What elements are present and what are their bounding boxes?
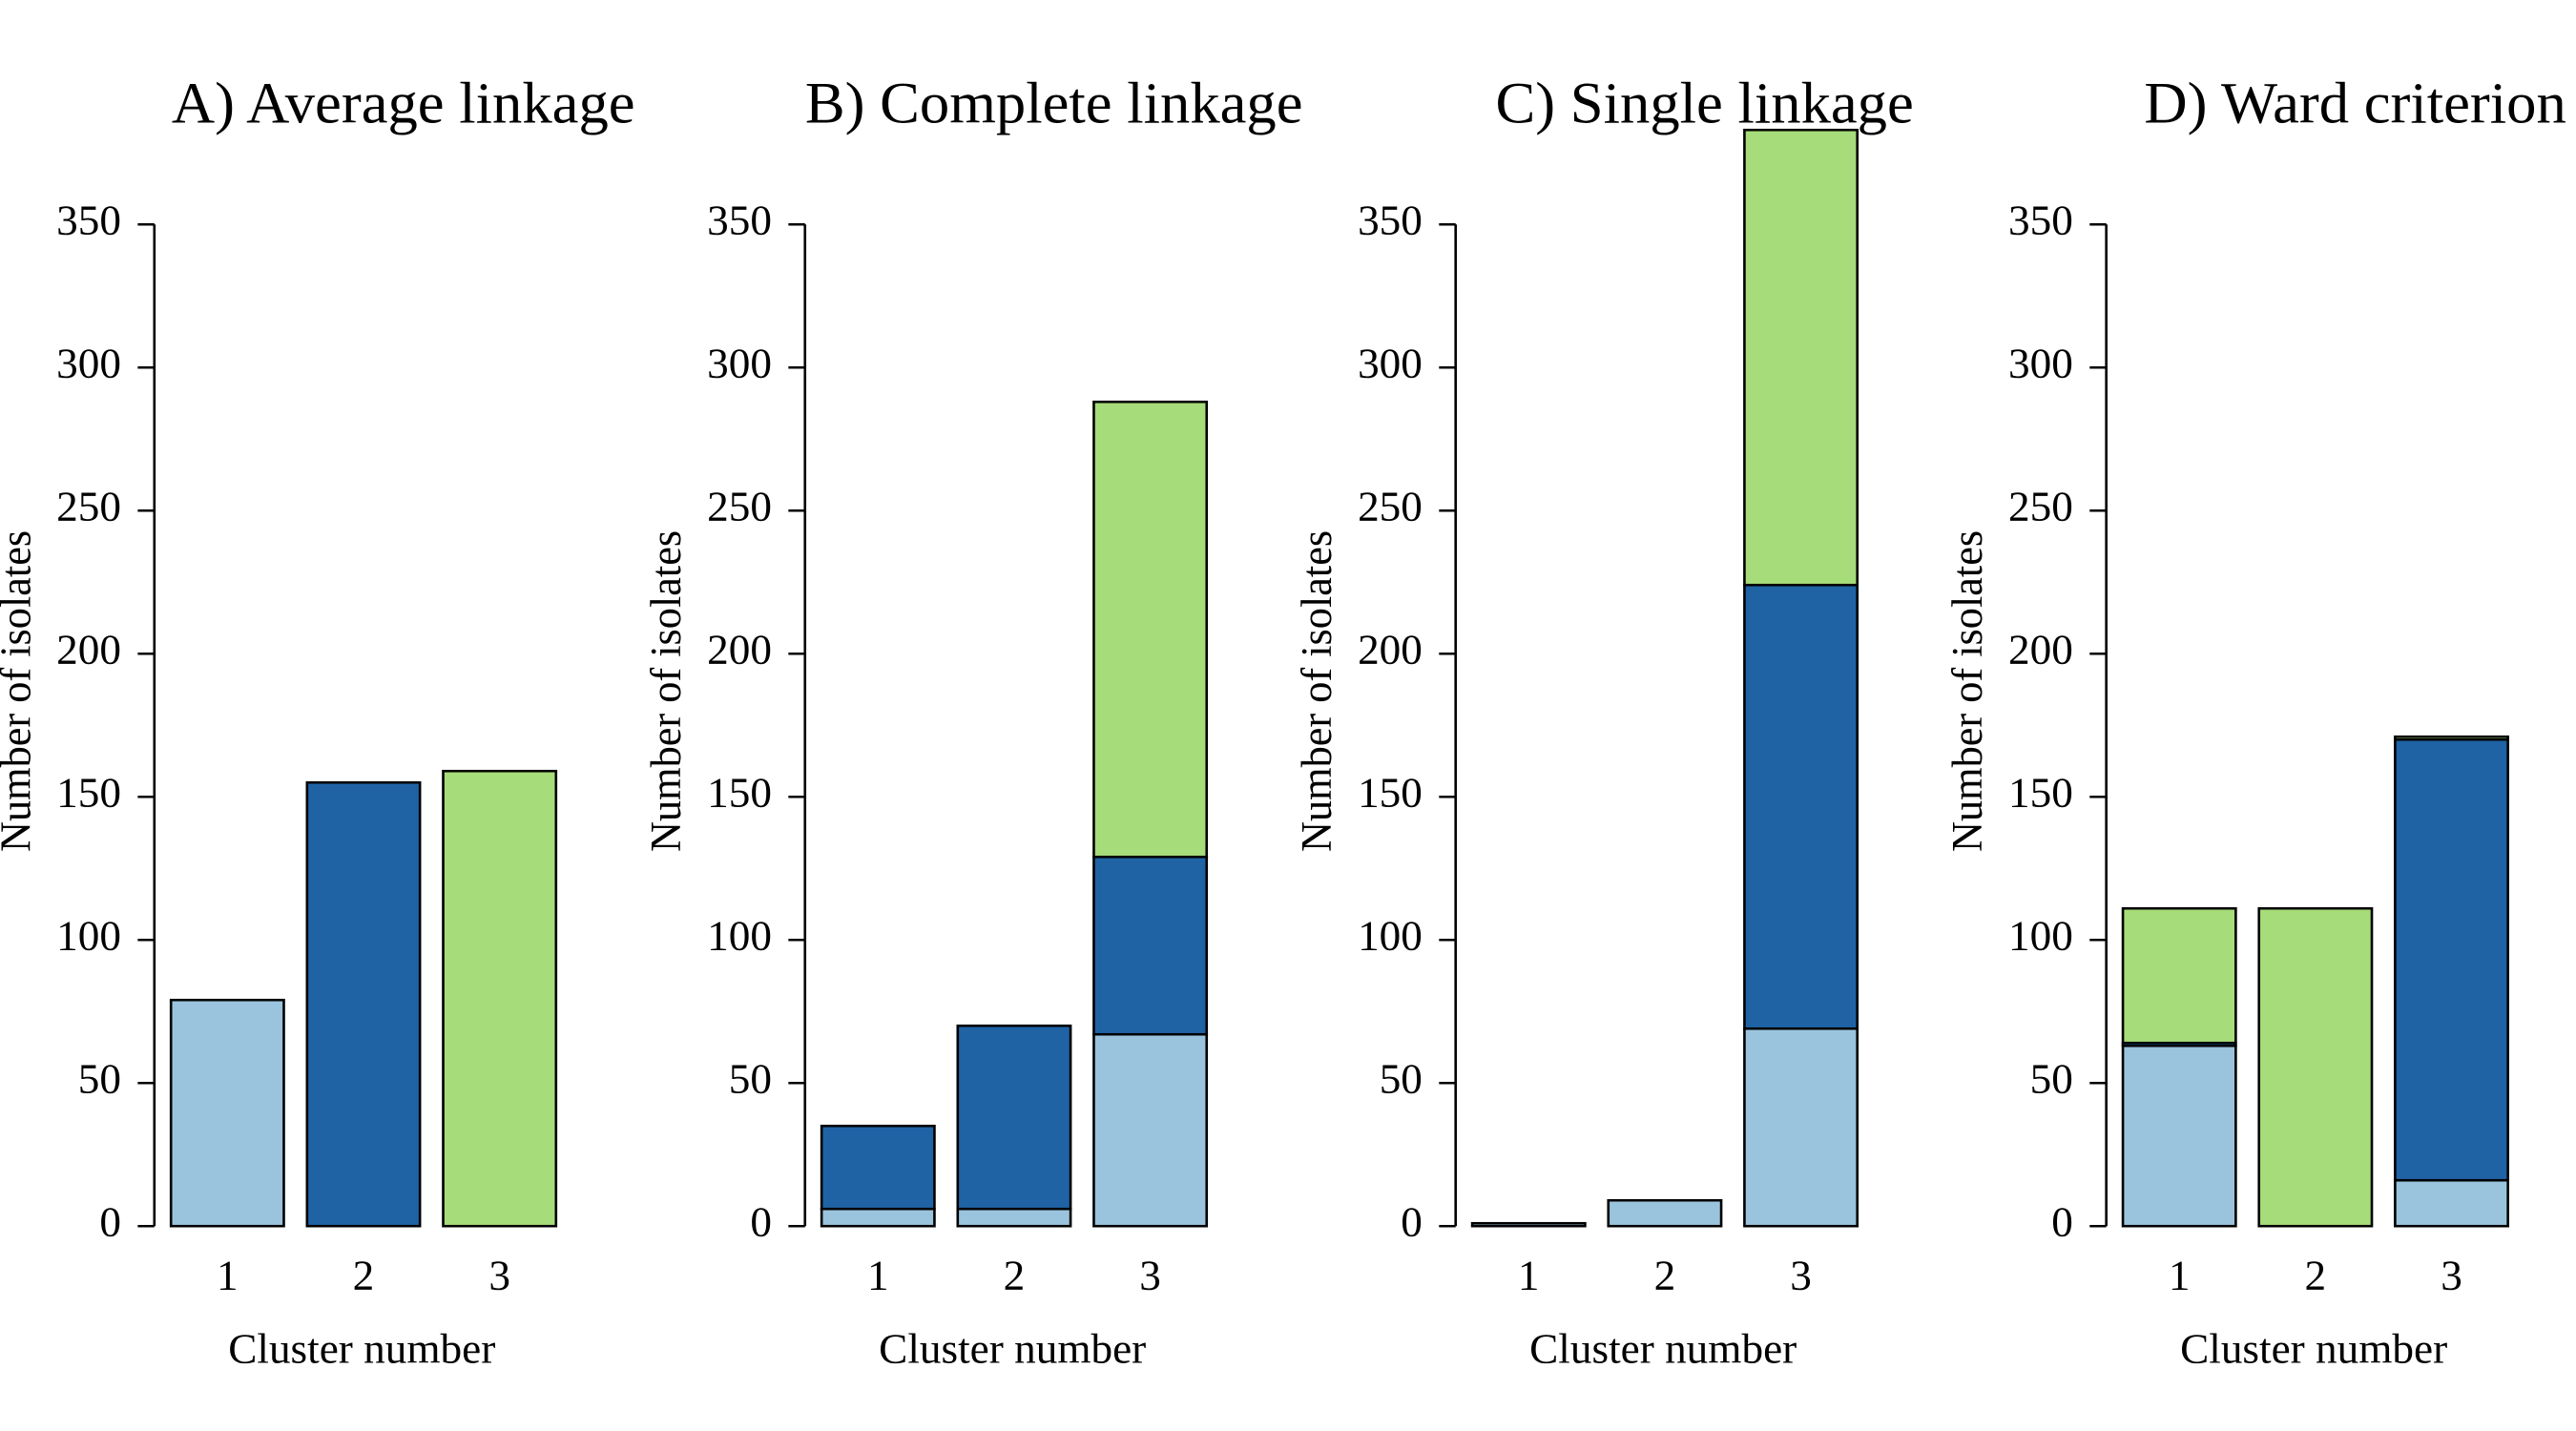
bar-segment xyxy=(1743,1027,1859,1228)
bar-segment xyxy=(2394,1178,2509,1228)
x-axis-label: Cluster number xyxy=(1529,1325,1797,1372)
y-tick-label: 350 xyxy=(56,197,121,243)
x-axis-label: Cluster number xyxy=(879,1325,1146,1372)
bar-segment xyxy=(2394,737,2509,1182)
y-tick-label: 350 xyxy=(1358,197,1423,243)
panel-title: C) Single linkage xyxy=(1496,72,1914,135)
panel-title: B) Complete linkage xyxy=(805,72,1303,135)
y-tick-label: 200 xyxy=(56,626,121,673)
y-tick-label: 350 xyxy=(707,197,772,243)
x-tick-label: 2 xyxy=(2305,1252,2327,1298)
y-axis-label: Number of isolates xyxy=(1293,530,1341,852)
y-tick-label: 300 xyxy=(56,340,121,386)
bar-segment xyxy=(820,1124,936,1211)
x-tick-label: 2 xyxy=(353,1252,375,1298)
bar-segment xyxy=(442,769,558,1228)
bar-segment xyxy=(2394,735,2509,741)
y-tick-label: 250 xyxy=(2008,483,2073,529)
y-tick-label: 100 xyxy=(2008,912,2073,959)
y-tick-label: 350 xyxy=(2008,197,2073,243)
bar-segment xyxy=(1607,1198,1723,1228)
y-tick-label: 50 xyxy=(2030,1055,2073,1102)
bar-segment xyxy=(169,998,285,1228)
x-tick-label: 2 xyxy=(1004,1252,1026,1298)
x-axis-label: Cluster number xyxy=(2180,1325,2447,1372)
y-tick-label: 50 xyxy=(1380,1055,1423,1102)
y-tick-label: 250 xyxy=(707,483,772,529)
panel: C) Single linkage 0 50 100 150 200 250 300 350 Nu… xyxy=(1293,72,1914,1372)
y-tick-label: 300 xyxy=(2008,340,2073,386)
y-tick-label: 250 xyxy=(1358,483,1423,529)
y-tick-label: 100 xyxy=(1358,912,1423,959)
x-axis-label: Cluster number xyxy=(228,1325,495,1372)
bar-segment xyxy=(1092,400,1209,859)
bar-segment xyxy=(2121,1044,2237,1228)
y-tick-label: 200 xyxy=(1358,626,1423,673)
y-tick-label: 300 xyxy=(707,340,772,386)
bar-segment xyxy=(305,780,422,1228)
bar-segment xyxy=(956,1024,1072,1211)
y-tick-label: 0 xyxy=(2051,1198,2073,1245)
panel-title: D) Ward criterion xyxy=(2144,72,2566,135)
y-tick-label: 0 xyxy=(1401,1198,1423,1245)
y-tick-label: 0 xyxy=(750,1198,772,1245)
panel: D) Ward criterion 0 50 100 150 200 250 300 350 Nu… xyxy=(1943,72,2566,1372)
y-tick-label: 200 xyxy=(2008,626,2073,673)
y-axis-label: Number of isolates xyxy=(642,530,691,852)
x-tick-label: 1 xyxy=(867,1252,889,1298)
panel: B) Complete linkage 0 50 100 150 200 250 300 350… xyxy=(642,72,1303,1372)
y-tick-label: 150 xyxy=(1358,769,1423,816)
x-tick-label: 1 xyxy=(2169,1252,2191,1298)
y-tick-label: 100 xyxy=(56,912,121,959)
y-axis-label: Number of isolates xyxy=(0,530,39,852)
bar-segment xyxy=(1092,855,1209,1036)
x-tick-label: 3 xyxy=(488,1252,510,1298)
y-tick-label: 200 xyxy=(707,626,772,673)
y-tick-label: 100 xyxy=(707,912,772,959)
y-tick-label: 0 xyxy=(99,1198,121,1245)
bar-segment xyxy=(1743,128,1859,587)
bar-segment xyxy=(1092,1032,1209,1228)
panel: A) Average linkage 0 50 100 150 200 250 300 350 N… xyxy=(0,72,635,1372)
y-tick-label: 150 xyxy=(2008,769,2073,816)
y-tick-label: 300 xyxy=(1358,340,1423,386)
x-tick-label: 1 xyxy=(217,1252,239,1298)
y-tick-label: 150 xyxy=(707,769,772,816)
bar-segment xyxy=(1470,1221,1587,1228)
bar-segment xyxy=(2257,906,2374,1228)
panel-title: A) Average linkage xyxy=(172,72,635,135)
bar-segment xyxy=(956,1207,1072,1228)
x-tick-label: 3 xyxy=(2441,1252,2462,1298)
bar-segment xyxy=(2121,906,2237,1045)
x-tick-label: 1 xyxy=(1518,1252,1540,1298)
y-tick-label: 50 xyxy=(729,1055,772,1102)
bar-segment xyxy=(820,1207,936,1228)
bar-segment xyxy=(1743,583,1859,1030)
x-tick-label: 3 xyxy=(1790,1252,1812,1298)
y-axis-label: Number of isolates xyxy=(1943,530,1992,852)
y-tick-label: 250 xyxy=(56,483,121,529)
x-tick-label: 2 xyxy=(1654,1252,1676,1298)
y-tick-label: 150 xyxy=(56,769,121,816)
x-tick-label: 3 xyxy=(1139,1252,1161,1298)
y-tick-label: 50 xyxy=(78,1055,121,1102)
